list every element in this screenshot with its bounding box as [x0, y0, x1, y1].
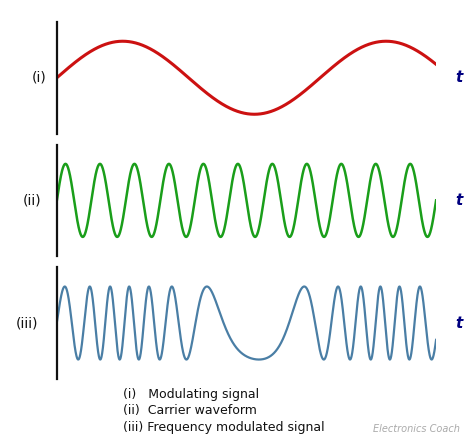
Text: t: t: [455, 315, 462, 331]
Text: t: t: [455, 70, 462, 85]
Text: (i): (i): [32, 71, 46, 85]
Text: t: t: [455, 193, 462, 208]
Text: Electronics Coach: Electronics Coach: [373, 424, 460, 434]
Text: (ii): (ii): [23, 194, 42, 207]
Text: (iii) Frequency modulated signal: (iii) Frequency modulated signal: [123, 421, 325, 434]
Text: (iii): (iii): [16, 316, 38, 330]
Text: (i)   Modulating signal: (i) Modulating signal: [123, 388, 259, 401]
Text: (ii)  Carrier waveform: (ii) Carrier waveform: [123, 404, 257, 417]
